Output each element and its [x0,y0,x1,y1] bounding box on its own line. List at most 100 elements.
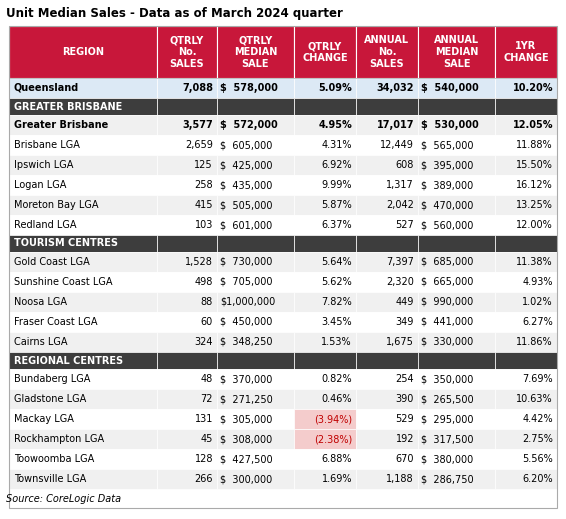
Text: $  305,000: $ 305,000 [220,414,272,424]
Text: $  730,000: $ 730,000 [220,257,272,267]
Text: QTRLY
MEDIAN
SALE: QTRLY MEDIAN SALE [234,35,277,69]
Text: $  330,000: $ 330,000 [421,337,473,347]
Bar [217,429,294,449]
Text: $  705,000: $ 705,000 [220,277,272,287]
Bar [418,389,495,409]
Text: Townsville LGA: Townsville LGA [14,474,86,484]
Text: 608: 608 [396,160,414,170]
Bar [418,449,495,469]
Bar [495,389,557,409]
Bar [495,252,557,272]
Text: Queensland: Queensland [14,83,79,93]
Bar [157,26,217,78]
Text: $  605,000: $ 605,000 [220,140,272,150]
Text: 13.25%: 13.25% [516,200,553,210]
Bar [418,26,495,78]
Bar [356,98,418,115]
Text: Toowoomba LGA: Toowoomba LGA [14,454,95,464]
Bar [9,135,157,155]
Bar [157,78,217,98]
Text: Logan LGA: Logan LGA [14,180,66,190]
Bar [217,449,294,469]
Text: Greater Brisbane: Greater Brisbane [14,120,108,130]
Bar [495,352,557,369]
Bar [495,272,557,292]
Bar [9,429,157,449]
Bar [356,449,418,469]
Bar [157,195,217,215]
Bar [294,135,356,155]
Bar [157,175,217,195]
Text: $  530,000: $ 530,000 [421,120,479,130]
Bar [9,78,157,98]
Text: 498: 498 [195,277,213,287]
Text: $  540,000: $ 540,000 [421,83,479,93]
Bar [157,272,217,292]
Bar [356,252,418,272]
Text: Fraser Coast LGA: Fraser Coast LGA [14,317,97,327]
Bar [157,332,217,352]
Bar [157,115,217,135]
Bar [294,272,356,292]
Bar [356,272,418,292]
Text: 1.69%: 1.69% [321,474,352,484]
Bar [294,449,356,469]
Text: 103: 103 [195,220,213,230]
Bar [217,195,294,215]
Text: 670: 670 [396,454,414,464]
Bar [418,195,495,215]
Text: 10.20%: 10.20% [512,83,553,93]
Text: 6.20%: 6.20% [522,474,553,484]
Bar [418,252,495,272]
Text: 6.37%: 6.37% [321,220,352,230]
Bar [356,332,418,352]
Bar [356,389,418,409]
Bar [495,195,557,215]
Text: Rockhampton LGA: Rockhampton LGA [14,434,104,444]
Bar [356,352,418,369]
Bar [418,429,495,449]
Text: $  265,500: $ 265,500 [421,394,474,404]
Bar [217,26,294,78]
Text: $  317,500: $ 317,500 [421,434,474,444]
Text: 15.50%: 15.50% [516,160,553,170]
Bar [418,292,495,312]
Bar [356,312,418,332]
Bar [157,135,217,155]
Bar [294,469,356,489]
Text: $  450,000: $ 450,000 [220,317,272,327]
Bar [356,235,418,252]
Text: $  286,750: $ 286,750 [421,474,474,484]
Bar [356,175,418,195]
Bar [356,469,418,489]
Bar [9,292,157,312]
Bar [294,155,356,175]
Text: 45: 45 [200,434,213,444]
Text: $  665,000: $ 665,000 [421,277,473,287]
Bar [418,155,495,175]
Bar [418,175,495,195]
Bar [294,252,356,272]
Text: Ipswich LGA: Ipswich LGA [14,160,74,170]
Text: $  685,000: $ 685,000 [421,257,473,267]
Bar [294,215,356,235]
Text: QTRLY
No.
SALES: QTRLY No. SALES [170,35,204,69]
Text: 5.87%: 5.87% [321,200,352,210]
Bar [217,135,294,155]
Text: Brisbane LGA: Brisbane LGA [14,140,80,150]
Text: 12.00%: 12.00% [516,220,553,230]
Bar [495,78,557,98]
Text: 88: 88 [201,297,213,307]
Text: 4.95%: 4.95% [318,120,352,130]
Text: $  427,500: $ 427,500 [220,454,273,464]
Bar [157,312,217,332]
Bar [294,78,356,98]
Text: 1,188: 1,188 [387,474,414,484]
Bar [356,429,418,449]
Bar [495,235,557,252]
Text: 10.63%: 10.63% [516,394,553,404]
Text: 527: 527 [395,220,414,230]
Bar [9,409,157,429]
Text: $  380,000: $ 380,000 [421,454,473,464]
Bar [294,235,356,252]
